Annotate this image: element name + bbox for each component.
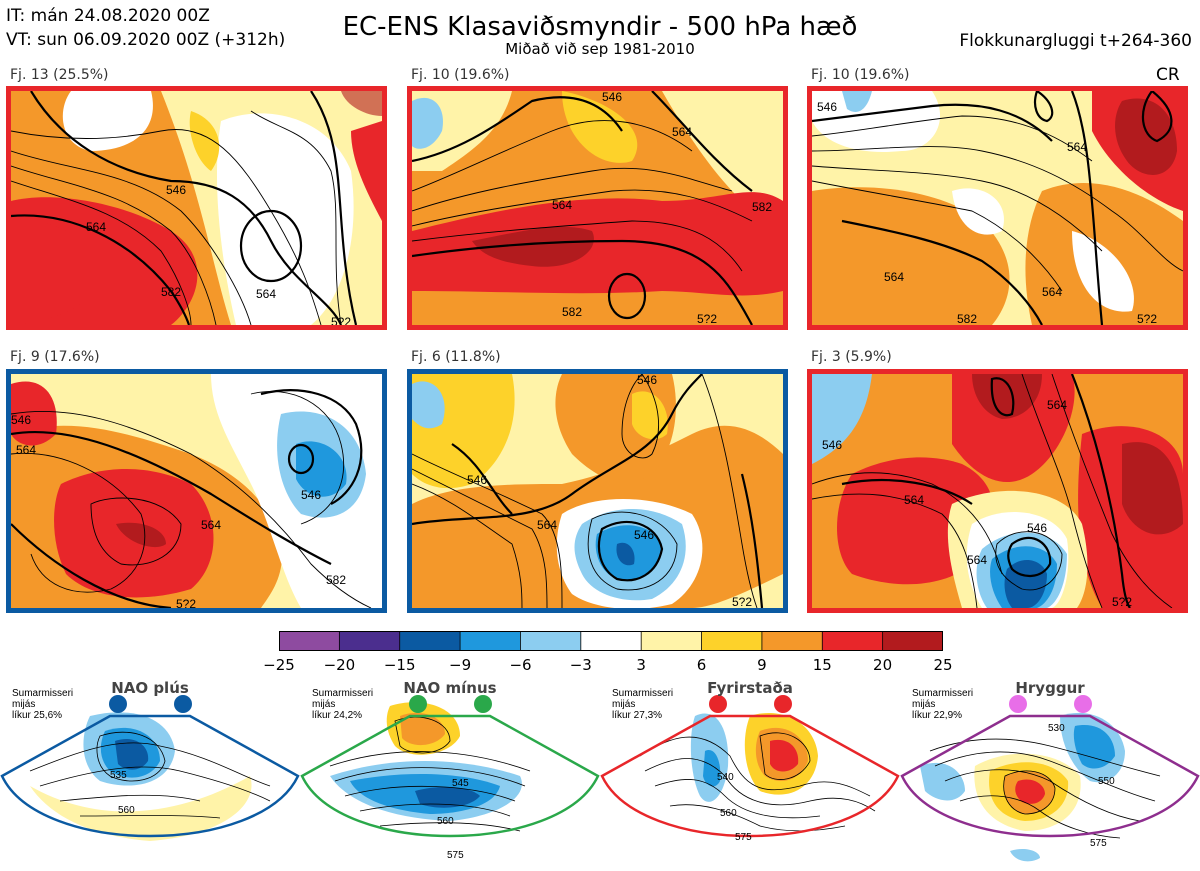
page-title: EC-ENS Klasaviðsmyndir - 500 hPa hæð <box>342 12 858 42</box>
contour-label: 575 <box>735 832 752 843</box>
contour-label: 5?2 <box>176 597 196 608</box>
colorbar-cell <box>399 631 461 651</box>
cluster-map-6[interactable]: 564 546 564 564 546 5?2 <box>807 369 1188 613</box>
contour-label: 560 <box>720 808 737 819</box>
colorbar-tick-label: 25 <box>933 656 953 674</box>
contour-label: 564 <box>16 443 36 457</box>
contour-label: 5?2 <box>331 315 351 325</box>
contour-label: 550 <box>1098 776 1115 787</box>
contour-label: 564 <box>1042 285 1062 299</box>
contour-label: 546 <box>817 100 837 114</box>
regime-meta: Sumarmisseri mijás líkur 27,3% <box>612 688 674 721</box>
colorbar-cell <box>279 631 341 651</box>
colorbar <box>279 631 943 651</box>
contour-label: 582 <box>957 312 977 325</box>
regime-blocking[interactable]: 540 560 575 Fyrirstaða Sumarmisseri mijás… <box>600 676 900 871</box>
regime-meta: Sumarmisseri mijás líkur 22,9% <box>912 688 974 721</box>
colorbar-tick-label: −6 <box>509 656 532 674</box>
cluster-map-4[interactable]: 546 564 564 582 546 5?2 <box>6 369 387 613</box>
contour-label: 5?2 <box>697 312 717 325</box>
colorbar-tick-label: 15 <box>812 656 832 674</box>
panel-label: Fj. 13 (25.5%) <box>10 67 109 83</box>
regime-meta: Sumarmisseri mijás líkur 24,2% <box>312 688 374 721</box>
contour-label: 546 <box>602 91 622 104</box>
colorbar-cell <box>580 631 643 651</box>
contour-label: 530 <box>1048 723 1065 734</box>
corner-label: CR <box>1156 65 1180 85</box>
contour-label: 564 <box>967 553 987 567</box>
contour-label: 575 <box>447 850 464 861</box>
contour-label: 582 <box>326 573 346 587</box>
contour-label: 582 <box>161 285 181 299</box>
contour-label: 546 <box>822 438 842 452</box>
regime-name: Fyrirstaða <box>707 679 793 697</box>
contour-label: 564 <box>884 270 904 284</box>
contour-label: 564 <box>904 493 924 507</box>
contour-label: 540 <box>717 772 734 783</box>
contour-label: 545 <box>452 778 469 789</box>
contour-label: 5?2 <box>1112 595 1132 608</box>
valid-time: VT: sun 06.09.2020 00Z (+312h) <box>6 30 286 50</box>
page-subtitle: Miðað við sep 1981-2010 <box>505 40 695 58</box>
contour-label: 560 <box>118 805 135 816</box>
cluster-map-2[interactable]: 564 546 564 582 582 5?2 <box>407 86 788 330</box>
contour-label: 564 <box>201 518 221 532</box>
contour-label: 546 <box>301 488 321 502</box>
contour-label: 546 <box>1027 521 1047 535</box>
regime-name: NAO mínus <box>403 679 497 697</box>
colorbar-tick-label: −20 <box>323 656 356 674</box>
colorbar-tick-label: 20 <box>873 656 893 674</box>
colorbar-cell <box>701 631 763 651</box>
contour-label: 564 <box>1047 398 1067 412</box>
panel-label: Fj. 3 (5.9%) <box>811 349 892 365</box>
colorbar-cell <box>761 631 824 651</box>
contour-label: 575 <box>1090 838 1107 849</box>
contour-label: 564 <box>86 220 106 234</box>
classification-window: Flokkunargluggi t+264-360 <box>959 31 1192 51</box>
colorbar-tick-label: 9 <box>757 656 767 674</box>
colorbar-tick-label: 6 <box>696 656 707 674</box>
colorbar-cell <box>821 631 884 651</box>
contour-label: 546 <box>467 473 487 487</box>
contour-label: 546 <box>637 374 657 387</box>
cluster-map-1[interactable]: 546 564 582 564 5?2 <box>6 86 387 330</box>
contour-label: 564 <box>552 198 572 212</box>
regime-name: Hryggur <box>1015 679 1085 697</box>
colorbar-tick-label: −9 <box>449 656 472 674</box>
contour-label: 564 <box>1067 140 1087 154</box>
contour-label: 564 <box>256 287 276 301</box>
contour-label: 582 <box>562 305 582 319</box>
regime-meta: Sumarmisseri mijás líkur 25,6% <box>12 688 74 721</box>
contour-label: 546 <box>11 413 31 427</box>
regime-name: NAO plús <box>111 679 189 697</box>
cluster-map-3[interactable]: 564 564 582 564 5?2 546 <box>807 86 1188 330</box>
colorbar-cell <box>459 631 522 651</box>
init-time: IT: mán 24.08.2020 00Z <box>6 6 210 26</box>
contour-label: 5?2 <box>1137 312 1157 325</box>
contour-label: 564 <box>672 125 692 139</box>
cluster-map-5[interactable]: 546 546 564 546 5?2 <box>407 369 788 613</box>
panel-label: Fj. 6 (11.8%) <box>411 349 501 365</box>
colorbar-cell <box>640 631 703 651</box>
contour-label: 582 <box>752 200 772 214</box>
regime-nao-plus[interactable]: 535 560 NAO plús Sumarmisseri mijás líkur … <box>0 676 300 871</box>
colorbar-cell <box>882 631 943 651</box>
regime-ridge[interactable]: 530 550 575 Hryggur Sumarmisseri mijás lík… <box>900 676 1200 871</box>
colorbar-cell <box>520 631 582 651</box>
panel-label: Fj. 10 (19.6%) <box>811 67 910 83</box>
colorbar-cell <box>338 631 401 651</box>
colorbar-tick-label: −15 <box>383 656 416 674</box>
contour-label: 546 <box>634 528 654 542</box>
contour-label: 535 <box>110 770 127 781</box>
colorbar-tick-label: 3 <box>636 656 646 674</box>
panel-label: Fj. 9 (17.6%) <box>10 349 100 365</box>
contour-label: 564 <box>537 518 557 532</box>
contour-label: 560 <box>437 816 454 827</box>
contour-label: 5?2 <box>732 595 752 608</box>
contour-label: 546 <box>166 183 186 197</box>
regime-nao-minus[interactable]: 545 560 575 NAO mínus Sumarmisseri mijás l… <box>300 676 600 871</box>
panel-label: Fj. 10 (19.6%) <box>411 67 510 83</box>
colorbar-tick-label: −25 <box>263 656 295 674</box>
colorbar-tick-label: −3 <box>569 656 592 674</box>
